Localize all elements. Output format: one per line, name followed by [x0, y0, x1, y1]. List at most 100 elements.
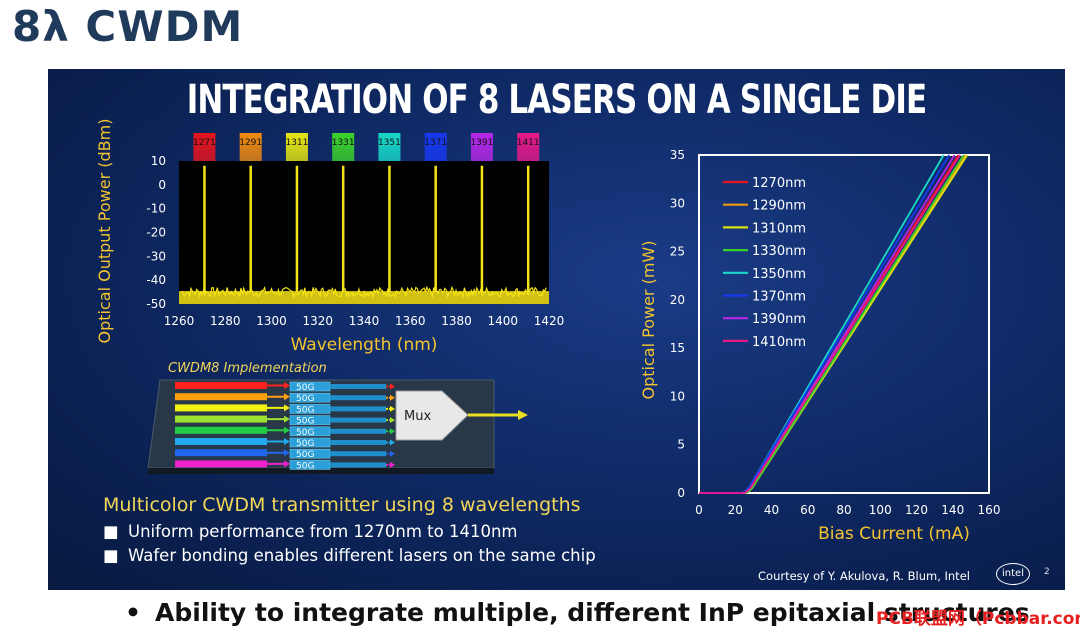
liv-xlabel: Bias Current (mA) — [818, 524, 970, 544]
laser-stripe — [175, 415, 267, 423]
bullet-marker: ■ — [103, 546, 119, 565]
liv-axes: 0 20 40 60 80 100 120 140 160 35 30 25 20 15 10 5 0 — [670, 148, 1001, 517]
credit-text: Courtesy of Y. Akulova, R. Blum, Intel — [758, 569, 970, 583]
peak-label: 1291 — [239, 138, 262, 148]
liv-x-tick: 60 — [800, 503, 815, 517]
spectrum-x-tick: 1420 — [534, 314, 565, 328]
waveguide-arrow — [390, 394, 395, 401]
waveguide — [330, 462, 386, 468]
legend-label: 1390nm — [752, 312, 806, 327]
liv-series — [699, 154, 969, 494]
legend-label: 1290nm — [752, 199, 806, 214]
liv-y-tick: 25 — [670, 245, 685, 259]
modulator-label: 50G — [296, 461, 314, 471]
page-heading: 8λ CWDM — [12, 2, 244, 51]
modulator-label: 50G — [296, 417, 314, 427]
cwdm8-diagram: CWDM8 Implementation 50G50G50G50G50G50G5… — [147, 361, 528, 474]
mux-block — [395, 390, 469, 441]
spectrum-plot-area — [179, 161, 549, 304]
footer-bullet: • Ability to integrate multiple, differen… — [125, 598, 1030, 627]
spectrum-y-tick: 10 — [151, 154, 166, 168]
chip-shadow — [148, 468, 494, 474]
laser-stripe — [175, 460, 267, 468]
peak-label: 1311 — [285, 138, 308, 148]
spectrum-y-tick: -30 — [146, 249, 166, 263]
laser-arrow-head — [284, 404, 290, 412]
waveguide — [330, 417, 386, 423]
liv-series-line — [699, 154, 961, 494]
laser-stripe — [175, 404, 267, 412]
legend-label: 1350nm — [752, 267, 806, 282]
laser-arrow-head — [284, 460, 290, 468]
bullet-marker: ■ — [103, 522, 119, 541]
output-arrow — [518, 410, 528, 420]
waveguide-arrow — [390, 450, 395, 457]
laser-arrow-head — [284, 393, 290, 401]
modulator-label: 50G — [296, 394, 314, 404]
modulator-label: 50G — [296, 405, 314, 415]
spectrum-x-tick: 1320 — [302, 314, 333, 328]
spectrum-x-tick: 1360 — [395, 314, 426, 328]
laser-stripe — [175, 382, 267, 389]
modulator-label: 50G — [296, 439, 314, 449]
spectrum-x-tick: 1260 — [164, 314, 195, 328]
watermark: PCB联盟网（Pcbbar.com） — [876, 609, 1080, 629]
bullet-lead: Multicolor CWDM transmitter using 8 wave… — [103, 494, 581, 516]
spectrum-y-tick: -40 — [146, 273, 166, 287]
peak-label: 1351 — [378, 138, 401, 148]
peak-label: 1271 — [193, 138, 216, 148]
peak-label: 1371 — [424, 138, 447, 148]
noise-floor-fill — [179, 291, 549, 304]
laser-arrow-head — [284, 449, 290, 457]
waveguide — [330, 428, 386, 434]
diagram-title: CWDM8 Implementation — [168, 361, 327, 376]
liv-y-tick: 0 — [677, 486, 685, 500]
modulator-label: 50G — [296, 428, 314, 438]
liv-legend: 1270nm 1290nm 1310nm 1330nm 1350nm 1370nm 1390… — [723, 176, 806, 350]
waveguide — [330, 406, 386, 412]
liv-y-tick: 15 — [670, 341, 685, 355]
waveguide — [330, 451, 386, 457]
waveguide-arrow — [390, 417, 395, 424]
spectrum-xlabel: Wavelength (nm) — [291, 335, 438, 355]
legend-label: 1270nm — [752, 176, 806, 191]
liv-y-tick: 30 — [670, 196, 685, 210]
spectrum-y-tick: 0 — [158, 178, 166, 192]
modulator-label: 50G — [296, 383, 314, 393]
liv-x-tick: 0 — [695, 503, 703, 517]
spectrum-chart: 1271 1291 1311 1331 1351 1371 1391 1411 1260 128… — [95, 119, 565, 355]
footer-text: Ability to integrate multiple, different… — [155, 598, 1030, 627]
liv-x-tick: 160 — [978, 503, 1001, 517]
waveguide-arrow — [390, 461, 395, 468]
spectrum-y-tick: -10 — [146, 202, 166, 216]
liv-y-tick: 5 — [677, 438, 685, 452]
liv-x-tick: 20 — [728, 503, 743, 517]
intel-logo: intel — [996, 563, 1030, 585]
bullet-list: Multicolor CWDM transmitter using 8 wave… — [103, 494, 596, 565]
liv-x-tick: 100 — [869, 503, 892, 517]
waveguide — [330, 395, 386, 401]
waveguide-arrow — [390, 383, 395, 390]
footer-bullet-marker: • — [125, 598, 141, 627]
laser-arrow-head — [284, 438, 290, 445]
liv-ylabel: Optical Power (mW) — [639, 241, 658, 400]
legend-label: 1370nm — [752, 290, 806, 305]
mux-label: Mux — [404, 409, 431, 424]
liv-x-tick: 120 — [905, 503, 928, 517]
slide: INTEGRATION OF 8 LASERS ON A SINGLE DIE … — [48, 69, 1065, 590]
bullet-item: ■ Uniform performance from 1270nm to 141… — [103, 522, 596, 541]
spectrum-x-tick: 1300 — [256, 314, 287, 328]
liv-y-tick: 20 — [670, 293, 685, 307]
bullet-text: Wafer bonding enables different lasers o… — [128, 546, 596, 565]
peak-label: 1411 — [517, 138, 540, 148]
spectrum-x-tick: 1400 — [487, 314, 518, 328]
legend-label: 1310nm — [752, 221, 806, 236]
laser-arrow-head — [284, 426, 290, 434]
spectrum-ylabel: Optical Output Power (dBm) — [95, 119, 114, 344]
slide-title: INTEGRATION OF 8 LASERS ON A SINGLE DIE — [186, 77, 927, 123]
laser-stripe — [175, 426, 267, 434]
peak-label: 1391 — [470, 138, 493, 148]
modulator-label: 50G — [296, 450, 314, 460]
liv-y-tick: 10 — [670, 389, 685, 403]
